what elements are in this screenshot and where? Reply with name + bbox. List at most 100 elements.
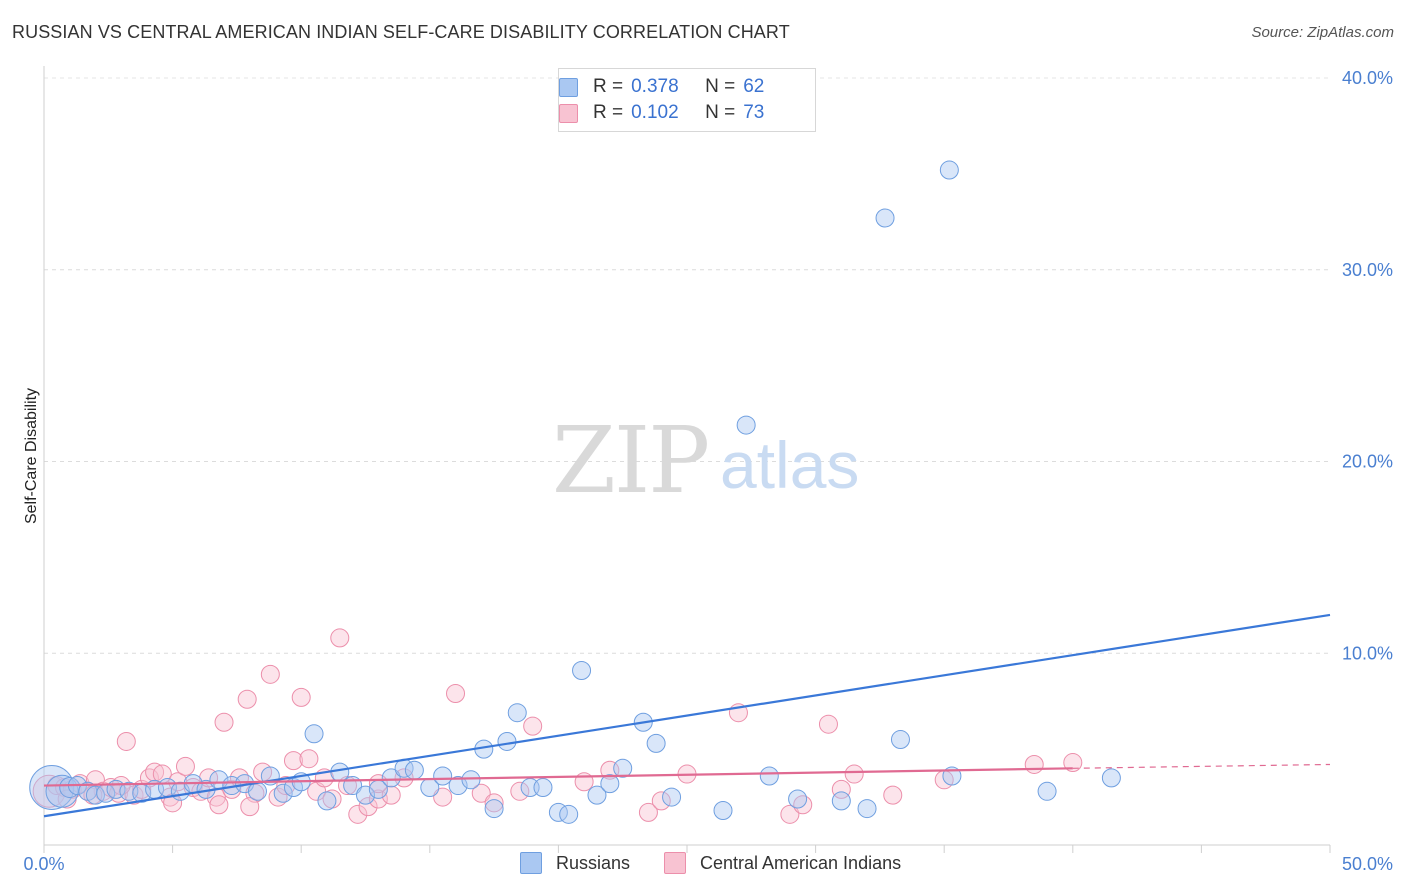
central-american-indians-point — [111, 776, 131, 796]
central-american-indians-point — [124, 785, 144, 805]
russians-point — [317, 791, 337, 811]
central-american-indians-point — [651, 791, 671, 811]
russians-point — [587, 785, 607, 805]
series-legend-russians[interactable]: Russians — [520, 852, 630, 874]
y-tick-label: 40.0% — [1342, 68, 1393, 88]
y-tick-label: 30.0% — [1342, 260, 1393, 280]
stats-legend: R = 0.378 N = 62 R = 0.102 N = 73 — [558, 68, 816, 132]
central-american-indians-point — [139, 768, 159, 788]
y-tick-label: 20.0% — [1342, 452, 1393, 472]
russians-point — [433, 766, 453, 786]
central-american-indians-point — [163, 793, 183, 813]
central-american-indians-point — [523, 716, 543, 736]
russians-point — [304, 724, 324, 744]
russians-point — [497, 731, 517, 751]
russians-point — [1101, 768, 1121, 788]
legend-n-label: N = — [705, 102, 736, 123]
series-legend-label-central-american-indians: Central American Indians — [700, 852, 902, 873]
series-legend: Russians Central American Indians — [0, 852, 1406, 878]
chart-source: Source: ZipAtlas.com — [1251, 24, 1394, 41]
series-legend-central-american-indians[interactable]: Central American Indians — [664, 852, 901, 874]
central-american-indians-point — [214, 712, 234, 732]
russians-point — [857, 799, 877, 819]
russians-point — [381, 768, 401, 788]
watermark-atlas: atlas — [720, 428, 859, 502]
watermark: ZIP atlas — [552, 407, 859, 514]
x-tick-label: 0.0% — [23, 854, 64, 874]
central-american-indians-point — [1024, 754, 1044, 774]
central-american-indians-point — [240, 797, 260, 817]
central-american-indians-point — [116, 731, 136, 751]
russians-point — [713, 800, 733, 820]
central-american-indians-point — [638, 802, 658, 822]
axes — [43, 66, 1331, 853]
central-american-indians-point — [510, 781, 530, 801]
central-american-indians-point — [484, 793, 504, 813]
watermark-zip: ZIP — [552, 407, 708, 514]
russians-point — [1037, 781, 1057, 801]
central-american-indians-point — [209, 795, 229, 815]
russians-point — [533, 777, 553, 797]
y-axis-label: Self-Care Disability — [23, 388, 40, 524]
russians-point — [29, 764, 75, 810]
russians-point — [461, 770, 481, 790]
legend-n-label: N = — [705, 76, 736, 97]
russians-point — [759, 766, 779, 786]
central-american-indians-trend-extension — [1072, 763, 1331, 769]
russians-point — [939, 160, 959, 180]
central-american-indians-point — [433, 787, 453, 807]
central-american-indians-point — [381, 785, 401, 805]
legend-n-value: 62 — [743, 76, 765, 97]
series-legend-swatch-central-american-indians — [664, 852, 686, 874]
central-american-indians-point — [1063, 753, 1083, 773]
legend-swatch-central-american-indians — [559, 104, 578, 123]
russians-point — [45, 774, 79, 808]
russians-point — [404, 760, 424, 780]
central-american-indians-point — [793, 795, 813, 815]
russians-point — [507, 703, 527, 723]
russians-point — [613, 758, 633, 778]
russians-point — [273, 783, 293, 803]
chart-title: RUSSIAN VS CENTRAL AMERICAN INDIAN SELF-… — [12, 22, 790, 42]
central-american-indians-point — [844, 764, 864, 784]
series-legend-swatch-russians — [520, 852, 542, 874]
central-american-indians-point — [237, 689, 257, 709]
central-american-indians-point — [348, 804, 368, 824]
central-american-indians-point — [358, 797, 378, 817]
central-american-indians-point — [780, 804, 800, 824]
russians-point — [356, 785, 375, 805]
russians-point — [600, 774, 620, 794]
central-american-indians-point — [446, 684, 466, 704]
central-american-indians-point — [330, 628, 350, 648]
y-tick-label: 10.0% — [1342, 643, 1393, 663]
legend-row-central-american-indians: R = 0.102 N = 73 — [559, 101, 764, 125]
central-american-indians-point — [145, 762, 165, 782]
russians-point — [283, 777, 303, 797]
russians-point — [875, 208, 895, 228]
central-american-indians-point — [291, 687, 311, 707]
legend-row-russians: R = 0.378 N = 62 — [559, 75, 765, 99]
legend-swatch-russians — [559, 78, 578, 97]
russians-point — [890, 730, 910, 750]
legend-r-label: R = — [593, 76, 624, 97]
russians-point — [484, 799, 504, 819]
russians-point — [646, 733, 666, 753]
central-american-indians-point — [32, 774, 66, 808]
russians-point — [247, 781, 267, 801]
russians-point — [831, 791, 851, 811]
series-russians-points — [29, 160, 1121, 824]
russians-point — [736, 415, 756, 435]
central-american-indians-point — [831, 779, 851, 799]
central-american-indians-trend-line — [43, 767, 1073, 787]
central-american-indians-point — [299, 749, 319, 769]
central-american-indians-point — [283, 751, 303, 771]
central-american-indians-point — [260, 664, 280, 684]
grid-lines — [44, 77, 1330, 654]
central-american-indians-point — [818, 714, 838, 734]
russians-point — [448, 776, 468, 796]
central-american-indians-point — [175, 756, 195, 776]
central-american-indians-point — [471, 783, 491, 803]
russians-point — [572, 661, 592, 681]
russians-point — [788, 789, 808, 809]
trend-lines — [43, 613, 1331, 818]
